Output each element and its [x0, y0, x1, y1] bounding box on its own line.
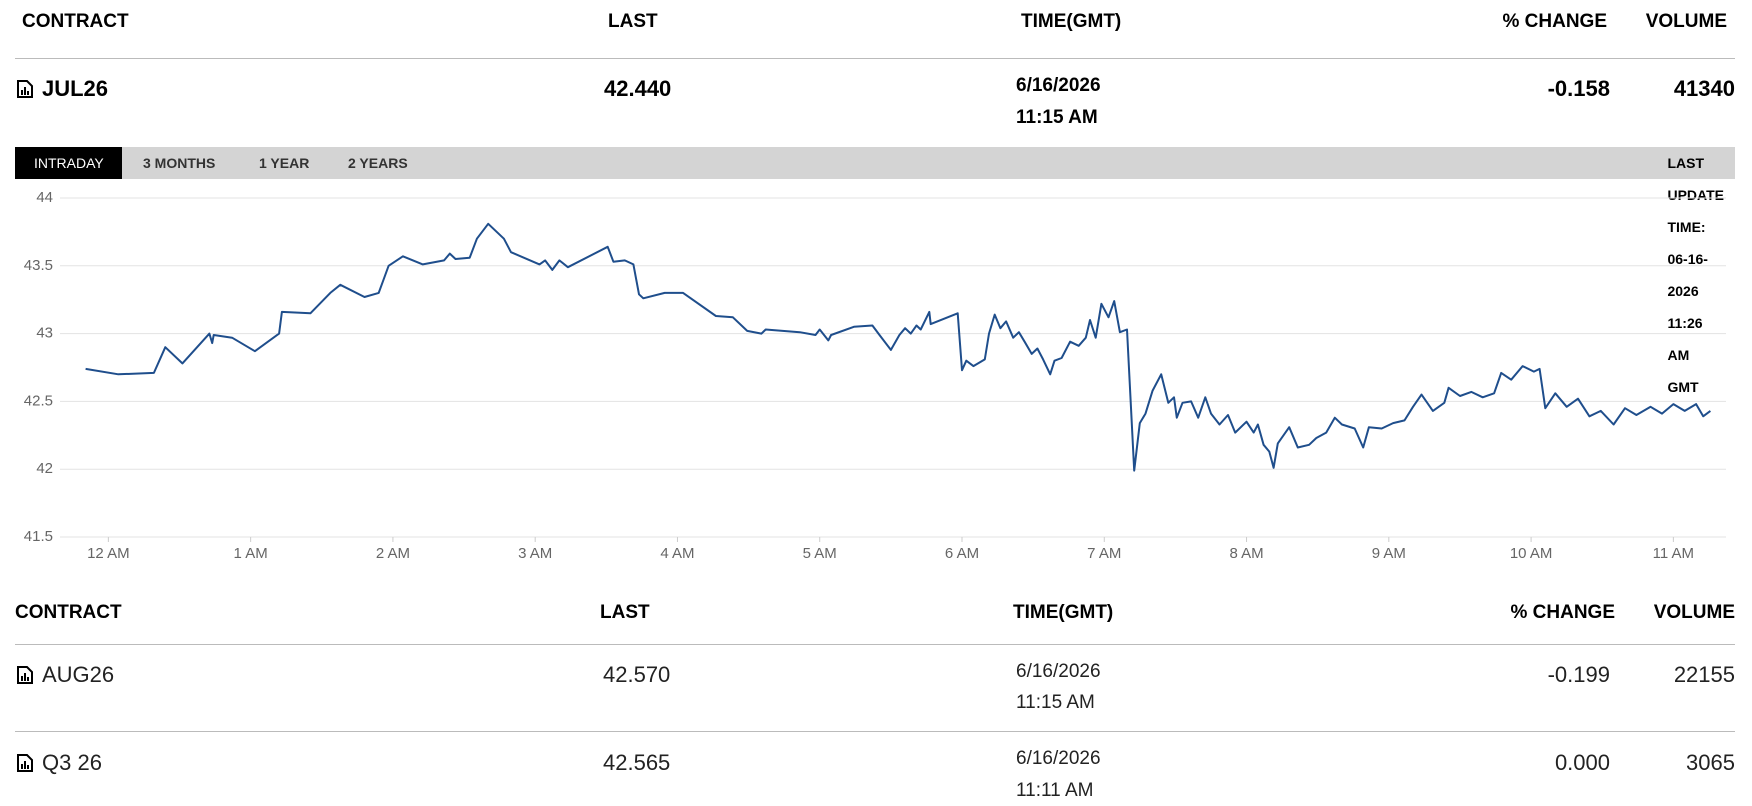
y-tick-label: 41.5 — [24, 528, 53, 545]
last-update: LAST UPDATE TIME: 06-16-2026 11:26 AM GM… — [1667, 155, 1725, 395]
contract-icon[interactable] — [17, 754, 33, 772]
tab-active-bg — [15, 147, 122, 179]
x-tick-label: 11 AM — [1653, 545, 1694, 562]
header-volume: VOLUME — [1645, 11, 1727, 32]
tab[interactable]: INTRADAY — [34, 155, 104, 171]
main-change: -0.158 — [1547, 76, 1610, 101]
row-contract[interactable]: Q3 26 — [42, 750, 102, 775]
tab[interactable]: 2 YEARS — [348, 155, 408, 171]
divider — [15, 644, 1735, 645]
x-tick-label: 5 AM — [803, 545, 837, 562]
divider — [15, 58, 1735, 59]
row-date: 6/16/2026 — [1016, 661, 1101, 682]
header-contract: CONTRACT — [22, 11, 129, 32]
x-tick-label: 8 AM — [1229, 545, 1263, 562]
x-tick-label: 6 AM — [945, 545, 979, 562]
y-tick-label: 42.5 — [24, 392, 53, 409]
x-tick-label: 7 AM — [1087, 545, 1121, 562]
row-change: 0.000 — [1554, 750, 1610, 775]
row-contract[interactable]: AUG26 — [42, 662, 115, 687]
contract-icon[interactable] — [17, 80, 33, 98]
main-date: 6/16/2026 — [1016, 75, 1101, 96]
x-tick-label: 9 AM — [1372, 545, 1406, 562]
tab-bar — [15, 147, 1735, 179]
row-time: 11:11 AM — [1016, 780, 1094, 801]
main-last: 42.440 — [604, 76, 672, 101]
price-line — [85, 222, 1711, 472]
main-time: 11:15 AM — [1016, 107, 1098, 128]
header-last: LAST — [608, 11, 658, 32]
header-time: TIME(GMT) — [1021, 11, 1122, 32]
row-date: 6/16/2026 — [1016, 748, 1101, 769]
x-tick-label: 2 AM — [376, 545, 410, 562]
row-volume: 3065 — [1686, 750, 1735, 775]
tab[interactable]: 1 YEAR — [259, 155, 310, 171]
row-time: 11:15 AM — [1016, 692, 1095, 713]
x-tick-label: 3 AM — [518, 545, 552, 562]
table-header: CONTRACT — [15, 602, 122, 623]
table-header: LAST — [600, 602, 650, 623]
x-tick-label: 4 AM — [660, 545, 694, 562]
row-volume: 22155 — [1673, 662, 1735, 687]
y-tick-label: 43 — [36, 325, 53, 342]
y-tick-label: 44 — [36, 189, 53, 206]
row-last: 42.570 — [603, 662, 671, 687]
row-change: -0.199 — [1547, 662, 1610, 687]
tab[interactable]: 3 MONTHS — [143, 155, 216, 171]
header-change: % CHANGE — [1502, 11, 1607, 32]
x-tick-label: 10 AM — [1510, 545, 1553, 562]
table-header: % CHANGE — [1510, 602, 1615, 623]
row-last: 42.565 — [603, 750, 671, 775]
chart: 41.5 42 42.5 43 43.5 44 12 AM 1 AM 2 AM 3 AM 4 AM 5… — [24, 189, 1726, 562]
divider — [15, 731, 1735, 732]
y-tick-label: 42 — [36, 460, 53, 477]
table-header: TIME(GMT) — [1013, 602, 1114, 623]
main-contract[interactable]: JUL26 — [42, 76, 109, 101]
contract-icon[interactable] — [17, 666, 33, 684]
x-tick-label: 1 AM — [234, 545, 268, 562]
x-tick-label: 12 AM — [87, 545, 130, 562]
table-header: VOLUME — [1653, 602, 1735, 623]
main-volume: 41340 — [1673, 76, 1735, 101]
y-tick-label: 43.5 — [24, 257, 53, 274]
